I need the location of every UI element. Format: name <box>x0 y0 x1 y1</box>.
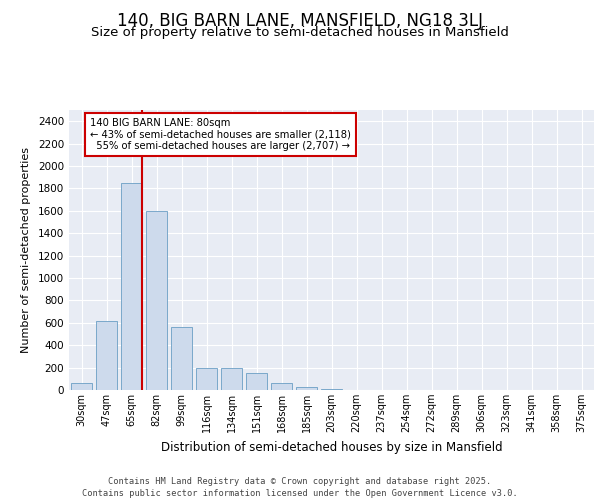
Bar <box>196 368 217 390</box>
Y-axis label: Number of semi-detached properties: Number of semi-detached properties <box>21 147 31 353</box>
Bar <box>321 389 342 390</box>
Bar <box>96 320 117 390</box>
Text: 140, BIG BARN LANE, MANSFIELD, NG18 3LJ: 140, BIG BARN LANE, MANSFIELD, NG18 3LJ <box>117 12 483 30</box>
Text: 140 BIG BARN LANE: 80sqm
← 43% of semi-detached houses are smaller (2,118)
  55%: 140 BIG BARN LANE: 80sqm ← 43% of semi-d… <box>90 118 351 151</box>
Bar <box>246 372 267 390</box>
Bar <box>296 386 317 390</box>
Text: Size of property relative to semi-detached houses in Mansfield: Size of property relative to semi-detach… <box>91 26 509 39</box>
Text: Contains HM Land Registry data © Crown copyright and database right 2025.
Contai: Contains HM Land Registry data © Crown c… <box>82 476 518 498</box>
Bar <box>146 211 167 390</box>
Bar <box>221 368 242 390</box>
X-axis label: Distribution of semi-detached houses by size in Mansfield: Distribution of semi-detached houses by … <box>161 440 502 454</box>
Bar <box>71 384 92 390</box>
Bar <box>121 183 142 390</box>
Bar <box>271 384 292 390</box>
Bar <box>171 328 192 390</box>
